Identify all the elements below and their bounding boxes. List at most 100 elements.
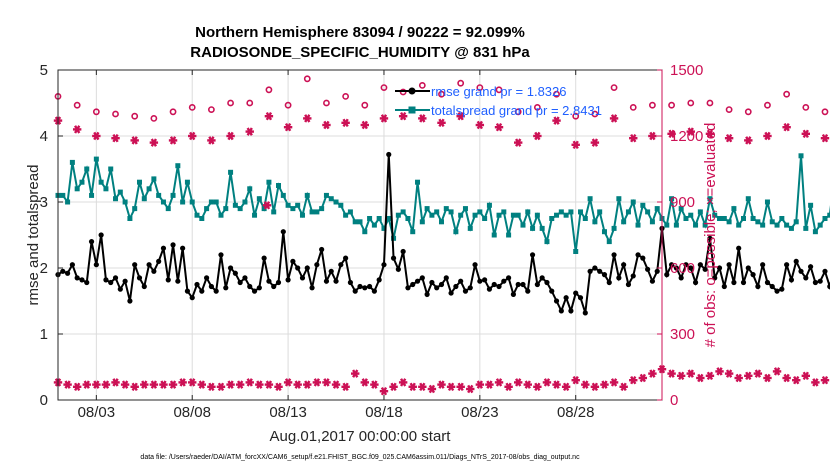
spread-point: [276, 183, 282, 188]
spread-point: [127, 216, 133, 221]
spread-point: [93, 156, 99, 162]
obs-evaluated-point: [360, 120, 369, 130]
rmse-point: [597, 268, 603, 274]
obs-possible-point: [802, 104, 810, 111]
obs-evaluated-point: [92, 131, 101, 141]
obs-possible-point: [744, 108, 752, 116]
obs-evaluated-point: [686, 369, 695, 378]
star-stroke: [601, 380, 608, 389]
obs-evaluated-point: [475, 380, 485, 389]
spread-point: [280, 192, 286, 198]
obs-evaluated-point: [629, 375, 638, 385]
spread-point: [822, 216, 828, 221]
obs-possible-point: [131, 112, 139, 120]
obs-evaluated-point: [811, 378, 820, 387]
spread-point: [645, 209, 651, 215]
star-stroke: [687, 369, 694, 378]
rmse-point: [299, 275, 306, 281]
star-stroke: [304, 114, 311, 123]
star-stroke: [208, 136, 215, 145]
obs-possible-point: [265, 86, 273, 94]
spread-point: [693, 222, 699, 228]
rmse-point: [429, 279, 435, 286]
rmse-point: [64, 270, 71, 276]
star-stroke: [745, 371, 752, 381]
spread-point: [736, 222, 742, 228]
star-stroke: [227, 380, 234, 389]
star-stroke: [93, 131, 100, 141]
star-stroke: [275, 382, 282, 392]
star-stroke: [112, 133, 119, 143]
rmse-point: [146, 262, 152, 268]
rmse-point: [151, 268, 157, 274]
rmse-point: [69, 262, 75, 268]
spread-point: [376, 216, 382, 221]
rmse-point: [247, 283, 253, 290]
rmse-point: [477, 278, 483, 284]
obs-possible-point: [418, 82, 426, 89]
star-stroke: [745, 136, 752, 145]
star-stroke: [697, 373, 704, 383]
rmse-point: [645, 266, 651, 272]
spread-point: [673, 222, 679, 228]
rmse-point: [506, 275, 512, 281]
star-stroke: [380, 114, 388, 123]
rmse-point: [467, 285, 473, 291]
x-tick-label: 08/23: [461, 404, 499, 421]
rmse-point: [788, 277, 795, 283]
rmse-point: [280, 229, 286, 235]
rmse-point: [760, 262, 766, 268]
star-stroke: [678, 371, 685, 381]
spread-point: [323, 192, 329, 198]
rmse-point: [668, 262, 675, 268]
obs-evaluated-point: [763, 131, 772, 141]
star-stroke: [773, 367, 781, 376]
y-left-tick-label: 1: [40, 326, 48, 343]
rmse-point: [199, 288, 205, 294]
spread-point: [621, 219, 627, 225]
star-stroke: [447, 382, 455, 392]
spread-point: [117, 189, 123, 195]
rmse-point: [419, 275, 425, 281]
y-left-tick-label: 5: [40, 62, 48, 79]
rmse-point: [803, 275, 809, 281]
rmse-point: [275, 279, 282, 286]
obs-possible-point: [821, 108, 829, 116]
rmse-point: [673, 265, 679, 271]
obs-evaluated-point: [398, 378, 408, 387]
obs-evaluated-point: [101, 380, 111, 389]
spread-point: [458, 212, 464, 218]
rmse-point: [486, 286, 493, 292]
obs-evaluated-point: [590, 382, 600, 392]
legend-spread-marker: [408, 106, 416, 114]
obs-evaluated-point: [542, 378, 552, 387]
spread-point: [175, 163, 181, 169]
rmse-point: [184, 288, 191, 294]
spread-point: [808, 202, 814, 208]
rmse-point: [314, 262, 320, 268]
spread-point: [448, 209, 454, 215]
series-layer: [53, 75, 830, 396]
spread-point: [597, 209, 603, 215]
rmse-point: [328, 268, 334, 274]
rmse-point: [458, 278, 464, 284]
spread-point: [290, 206, 296, 212]
star-stroke: [400, 378, 407, 387]
obs-evaluated-point: [283, 122, 293, 132]
spread-point: [769, 219, 775, 225]
chart-title-line2: RADIOSONDE_SPECIFIC_HUMIDITY @ 831 hPa: [190, 44, 530, 61]
spread-point: [539, 225, 545, 231]
star-stroke: [553, 116, 560, 125]
star-stroke: [438, 118, 445, 128]
rmse-point: [227, 265, 234, 271]
rmse-point: [515, 281, 521, 288]
rmse-point: [702, 266, 708, 272]
rmse-point: [529, 252, 536, 258]
spread-point: [760, 222, 766, 228]
rmse-point: [352, 288, 358, 294]
star-stroke: [112, 378, 119, 387]
star-stroke: [821, 375, 829, 385]
spread-point: [400, 209, 406, 215]
spread-point: [544, 239, 550, 245]
spread-point: [429, 212, 435, 218]
